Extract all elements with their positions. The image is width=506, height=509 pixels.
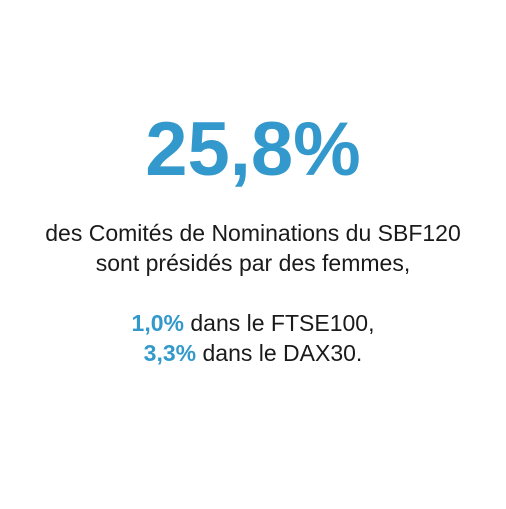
description-line-2: sont présidés par des femmes,	[95, 250, 411, 276]
description-text: des Comités de Nominations du SBF120 son…	[0, 218, 506, 278]
comparison-dax-label: dans le DAX30.	[196, 340, 363, 366]
comparison-ftse-value: 1,0%	[131, 310, 184, 336]
comparison-ftse: 1,0% dans le FTSE100,	[0, 308, 506, 338]
comparison-dax: 3,3% dans le DAX30.	[0, 338, 506, 368]
comparison-block: 1,0% dans le FTSE100, 3,3% dans le DAX30…	[0, 308, 506, 368]
comparison-dax-value: 3,3%	[143, 340, 197, 366]
description-line-1: des Comités de Nominations du SBF120	[45, 220, 461, 246]
comparison-ftse-label: dans le FTSE100,	[183, 310, 375, 336]
headline-percentage: 25,8%	[145, 107, 361, 192]
